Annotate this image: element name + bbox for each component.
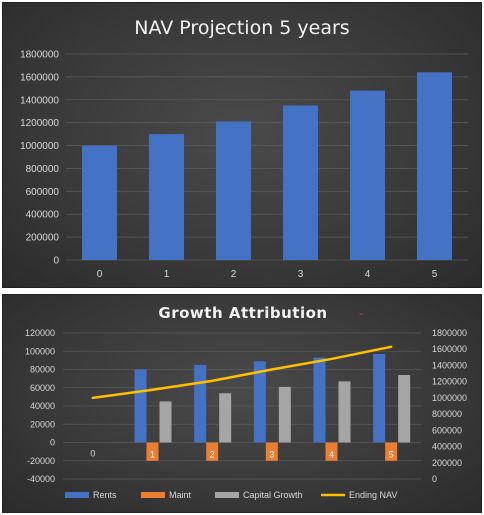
bar-capital-growth-2 (219, 393, 232, 443)
x-tick-label: 3 (298, 269, 304, 280)
legend-label: Capital Growth (243, 490, 303, 500)
x-category-label: 4 (329, 450, 334, 460)
y-tick-label: 800000 (26, 164, 60, 175)
line-ending-nav (91, 345, 393, 400)
bar-maint-4 (325, 442, 338, 461)
bar-maint-5 (385, 442, 398, 461)
y-left-tick-label: 60000 (30, 383, 55, 393)
y-right-tick-label: 1600000 (432, 344, 467, 354)
y-right-tick-label: 1200000 (432, 377, 467, 387)
bar-year-0 (82, 145, 117, 260)
x-category-label: 2 (210, 450, 215, 460)
legend-swatch-maint (141, 492, 165, 498)
y-left-tick-label: 80000 (30, 365, 55, 375)
legend-swatch-capital-growth (215, 492, 239, 498)
y-right-tick-label: 0 (432, 474, 437, 484)
bar-year-1 (149, 134, 184, 260)
bar-capital-growth-3 (278, 386, 291, 443)
y-right-tick-label: 1400000 (432, 360, 467, 370)
y-tick-label: 1400000 (20, 95, 59, 106)
y-left-tick-label: 20000 (30, 419, 55, 429)
y-left-tick-label: 0 (50, 438, 55, 448)
y-right-tick-label: 200000 (432, 458, 462, 468)
y-left-tick-label: 40000 (30, 401, 55, 411)
growth-attribution-title-mark: - (359, 306, 363, 320)
bar-capital-growth-5 (398, 374, 411, 443)
bar-rents-4 (313, 357, 326, 443)
x-category-label: 0 (90, 449, 95, 459)
growth-attribution-title: Growth Attribution (158, 304, 327, 322)
growth-attribution-chart-panel: Growth Attribution - -40000 -20000 0 20000 4… (2, 294, 482, 513)
legend-label: Maint (169, 490, 192, 500)
bar-year-3 (283, 105, 318, 260)
x-category-label: 5 (389, 450, 394, 460)
x-category-label: 1 (150, 450, 155, 460)
y-tick-label: 1600000 (20, 72, 59, 83)
nav-projection-chart-panel: NAV Projection 5 years 0 200000 400000 6000… (2, 2, 482, 288)
y-right-tick-label: 800000 (432, 409, 462, 419)
x-tick-label: 0 (97, 269, 103, 280)
y-right-tick-label: 1800000 (432, 328, 467, 338)
nav-projection-chart: NAV Projection 5 years 0 200000 400000 6000… (20, 17, 468, 280)
y-tick-label: 1000000 (20, 141, 59, 152)
y-tick-label: 0 (53, 256, 59, 267)
y-right-tick-label: 400000 (432, 442, 462, 452)
bar-year-4 (350, 90, 385, 260)
y-tick-label: 200000 (26, 233, 60, 244)
bar-year-2 (216, 121, 251, 261)
bar-rents-2 (194, 364, 207, 443)
y-right-tick-label: 1000000 (432, 393, 467, 403)
bar-capital-growth-4 (338, 381, 351, 443)
bar-year-5 (417, 72, 452, 260)
bar-rents-1 (134, 369, 147, 443)
x-tick-label: 5 (432, 269, 438, 280)
y-left-tick-label: -20000 (27, 456, 55, 466)
y-tick-label: 1800000 (20, 50, 59, 61)
y-right-tick-label: 600000 (432, 425, 462, 435)
legend-swatch-rents (65, 492, 89, 498)
x-tick-label: 2 (231, 269, 237, 280)
y-tick-label: 600000 (26, 187, 60, 198)
y-left-tick-label: 100000 (25, 346, 55, 356)
growth-attribution-chart: Growth Attribution - -40000 -20000 0 20000 4… (25, 304, 467, 500)
y-tick-label: 400000 (26, 210, 60, 221)
y-left-tick-label: 120000 (25, 328, 55, 338)
legend-label: Ending NAV (349, 490, 397, 500)
bar-rents-5 (373, 353, 386, 443)
legend-label: Rents (93, 490, 117, 500)
bar-maint-2 (206, 442, 219, 461)
x-tick-label: 1 (164, 269, 170, 280)
y-tick-label: 1200000 (20, 118, 59, 129)
bar-capital-growth-1 (159, 401, 172, 443)
bar-maint-3 (265, 442, 278, 461)
bar-rents-3 (253, 361, 266, 443)
x-category-label: 3 (269, 450, 274, 460)
y-left-tick-label: -40000 (27, 474, 55, 484)
x-tick-label: 4 (365, 269, 371, 280)
bar-maint-1 (146, 442, 159, 461)
nav-projection-title: NAV Projection 5 years (134, 17, 349, 39)
